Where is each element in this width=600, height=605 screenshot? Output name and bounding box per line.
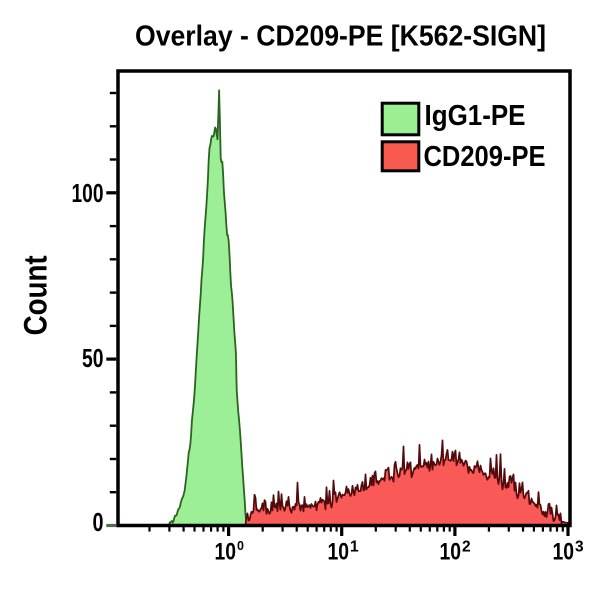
svg-text:102: 102 [440,539,471,566]
svg-text:100: 100 [72,180,104,208]
svg-text:IgG1-PE: IgG1-PE [425,100,526,132]
svg-text:CD209-PE: CD209-PE [424,141,546,173]
svg-text:101: 101 [328,539,360,566]
svg-text:50: 50 [82,345,104,373]
svg-text:Overlay - CD209-PE [K562-SIGN]: Overlay - CD209-PE [K562-SIGN] [135,20,546,52]
svg-text:100: 100 [215,539,245,566]
svg-text:103: 103 [553,539,585,566]
svg-text:0: 0 [93,509,104,537]
svg-text:Count: Count [18,255,54,335]
